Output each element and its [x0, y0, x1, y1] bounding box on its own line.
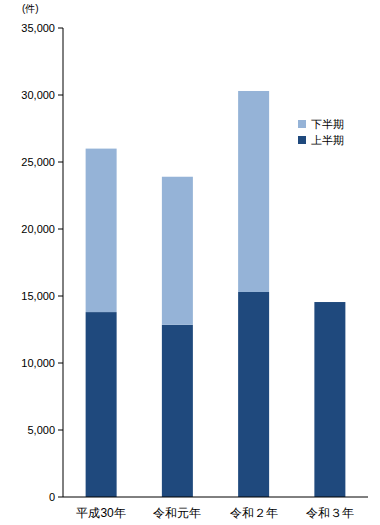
legend-label: 下半期 — [311, 118, 344, 130]
x-tick-label: 平成30年 — [76, 506, 125, 520]
legend: 下半期上半期 — [298, 118, 344, 146]
y-tick-label: 15,000 — [21, 290, 55, 302]
y-axis-label: (件) — [22, 3, 39, 14]
y-tick — [58, 95, 63, 96]
y-tick-label: 0 — [49, 491, 55, 503]
y-tick-label: 25,000 — [21, 156, 55, 168]
y-tick — [58, 28, 63, 29]
y-tick — [58, 430, 63, 431]
y-tick-label: 35,000 — [21, 22, 55, 34]
bar-segment — [162, 177, 193, 325]
y-tick-label: 30,000 — [21, 89, 55, 101]
bar-segment — [314, 302, 345, 497]
y-tick — [58, 229, 63, 230]
bar-segment — [86, 149, 117, 312]
bar-segment — [86, 312, 117, 497]
x-tick-label: 令和元年 — [153, 506, 201, 520]
x-axis — [63, 497, 368, 498]
bar-segment — [238, 91, 269, 292]
y-tick — [58, 162, 63, 163]
legend-label: 上半期 — [311, 134, 344, 146]
y-tick-label: 5,000 — [27, 424, 55, 436]
y-tick — [58, 296, 63, 297]
legend-swatch — [298, 136, 306, 144]
y-tick — [58, 497, 63, 498]
bar-segment — [162, 325, 193, 497]
y-tick-label: 10,000 — [21, 357, 55, 369]
chart: (件) 0 5,000 10,000 15,000 20,000 25,000 30,000 3… — [0, 0, 380, 525]
bars — [86, 91, 346, 497]
y-axis — [63, 28, 64, 497]
x-tick-label: 令和３年 — [306, 506, 354, 520]
y-tick — [58, 363, 63, 364]
y-tick-label: 20,000 — [21, 223, 55, 235]
bar-segment — [238, 292, 269, 497]
x-tick-label: 令和２年 — [230, 506, 278, 520]
legend-swatch — [298, 120, 306, 128]
